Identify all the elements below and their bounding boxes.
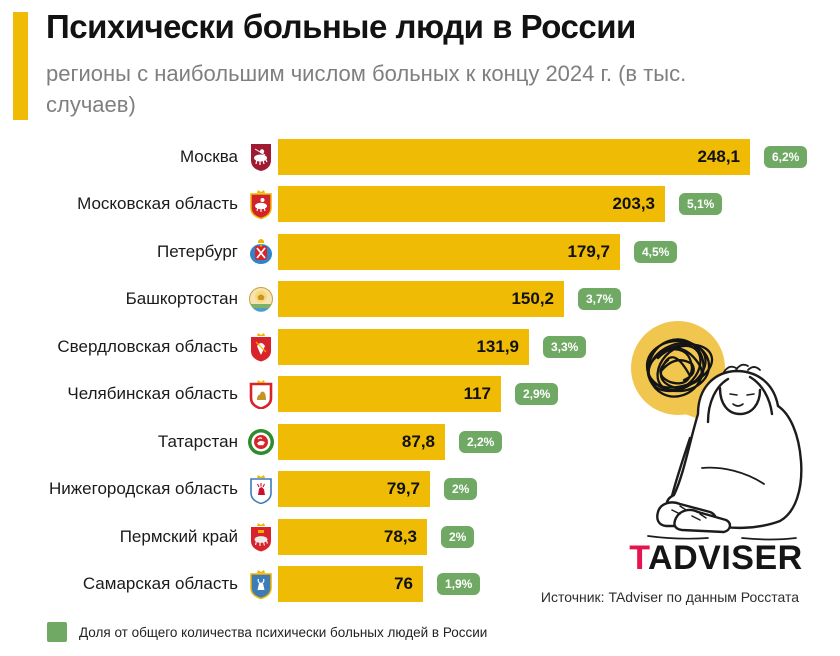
bar-area: 203,3 5,1%: [278, 186, 840, 223]
perm-krai-coat-of-arms-icon: [244, 522, 278, 552]
bar-value-label: 87,8: [401, 431, 435, 451]
share-badge: 1,9%: [437, 573, 481, 596]
region-label: Самарская область: [82, 574, 238, 594]
tatarstan-coat-of-arms-icon: [244, 428, 278, 456]
region-label: Московская область: [77, 194, 238, 214]
bar-row: Москва 248,1 6,2%: [0, 133, 840, 181]
page-title: Психически больные люди в России: [46, 8, 636, 45]
region-label: Нижегородская область: [49, 479, 238, 499]
bar-chart: Москва 248,1 6,2% Московская область 203,3 5,…: [0, 133, 840, 608]
page-subtitle: регионы с наибольшим числом больных к ко…: [46, 61, 687, 118]
share-badge: 2%: [441, 525, 475, 548]
region-label: Пермский край: [119, 526, 238, 546]
tadviser-logo: TADVISER: [616, 539, 816, 578]
moscow-oblast-coat-of-arms-icon: [244, 189, 278, 220]
bar-area: 87,8 2,2%: [278, 423, 840, 460]
bar-area: 117 2,9%: [278, 376, 840, 413]
bar-row: Башкортостан 150,2 3,7%: [0, 276, 840, 324]
value-bar: 79,7: [278, 471, 430, 508]
share-badge: 2,9%: [515, 383, 559, 406]
bashkortostan-coat-of-arms-icon: [244, 285, 278, 313]
value-bar: 248,1: [278, 138, 750, 175]
nizhny-novgorod-oblast-coat-of-arms-icon: [244, 474, 278, 505]
chelyabinsk-oblast-coat-of-arms-icon: [244, 379, 278, 410]
bar-value-label: 76: [394, 574, 413, 594]
bar-area: 150,2 3,7%: [278, 281, 840, 318]
region-label: Татарстан: [157, 431, 238, 451]
share-badge: 2%: [444, 478, 478, 501]
region-label: Башкортостан: [125, 289, 238, 309]
moscow-coat-of-arms-icon: [244, 142, 278, 172]
value-bar: 78,3: [278, 518, 427, 555]
bar-row: Пермский край 78,3 2%: [0, 513, 840, 561]
samara-oblast-coat-of-arms-icon: [244, 569, 278, 600]
bar-row: Челябинская область 117 2,9%: [0, 371, 840, 419]
bar-row: Татарстан 87,8 2,2%: [0, 418, 840, 466]
value-bar: 179,7: [278, 233, 620, 270]
bar-row: Самарская область 76 1,9%: [0, 561, 840, 609]
bar-value-label: 203,3: [612, 194, 655, 214]
share-badge: 4,5%: [634, 240, 678, 263]
share-badge: 5,1%: [679, 193, 723, 216]
share-badge: 6,2%: [764, 145, 808, 168]
value-bar: 150,2: [278, 281, 564, 318]
bar-area: 248,1 6,2%: [278, 138, 840, 175]
bar-row: Петербург 179,7 4,5%: [0, 228, 840, 276]
value-bar: 87,8: [278, 423, 445, 460]
legend-label: Доля от общего количества психически бол…: [79, 624, 488, 640]
source-note: Источник: TAdviser по данным Росстата: [540, 589, 800, 605]
bar-value-label: 248,1: [697, 146, 740, 166]
region-label: Челябинская область: [67, 384, 238, 404]
bar-value-label: 79,7: [386, 479, 420, 499]
value-bar: 131,9: [278, 328, 529, 365]
tadviser-logo-rest: ADVISER: [648, 539, 803, 577]
stressed-person-drawing: [631, 321, 803, 541]
value-bar: 203,3: [278, 186, 665, 223]
bar-value-label: 117: [463, 384, 491, 404]
title-accent-bar: [13, 12, 28, 120]
region-label: Петербург: [157, 241, 238, 261]
scribble-thoughts-icon: [645, 338, 714, 398]
saint-petersburg-coat-of-arms-icon: [244, 237, 278, 267]
share-badge: 2,2%: [459, 430, 503, 453]
bar-value-label: 131,9: [476, 336, 519, 356]
bar-value-label: 179,7: [567, 241, 610, 261]
region-label: Москва: [179, 146, 238, 166]
value-bar: 117: [278, 376, 501, 413]
tadviser-logo-t: T: [629, 539, 649, 577]
value-bar: 76: [278, 566, 423, 603]
sitting-person: [647, 363, 803, 541]
share-badge: 3,7%: [578, 288, 622, 311]
bar-value-label: 150,2: [511, 289, 554, 309]
bar-area: 179,7 4,5%: [278, 233, 840, 270]
stressed-person-illustration: [624, 316, 808, 548]
legend-green-swatch: [47, 622, 67, 642]
region-label: Свердловская область: [57, 336, 238, 356]
legend: Доля от общего количества психически бол…: [47, 622, 487, 642]
bar-area: 79,7 2%: [278, 471, 840, 508]
sverdlovsk-oblast-coat-of-arms-icon: [244, 332, 278, 362]
share-badge: 3,3%: [543, 335, 587, 358]
bar-value-label: 78,3: [383, 526, 417, 546]
bar-area: 78,3 2%: [278, 518, 840, 555]
bar-row: Московская область 203,3 5,1%: [0, 181, 840, 229]
bar-area: 76 1,9%: [278, 566, 840, 603]
bar-row: Свердловская область 131,9 3,3%: [0, 323, 840, 371]
bar-row: Нижегородская область 79,7 2%: [0, 466, 840, 514]
bar-area: 131,9 3,3%: [278, 328, 840, 365]
